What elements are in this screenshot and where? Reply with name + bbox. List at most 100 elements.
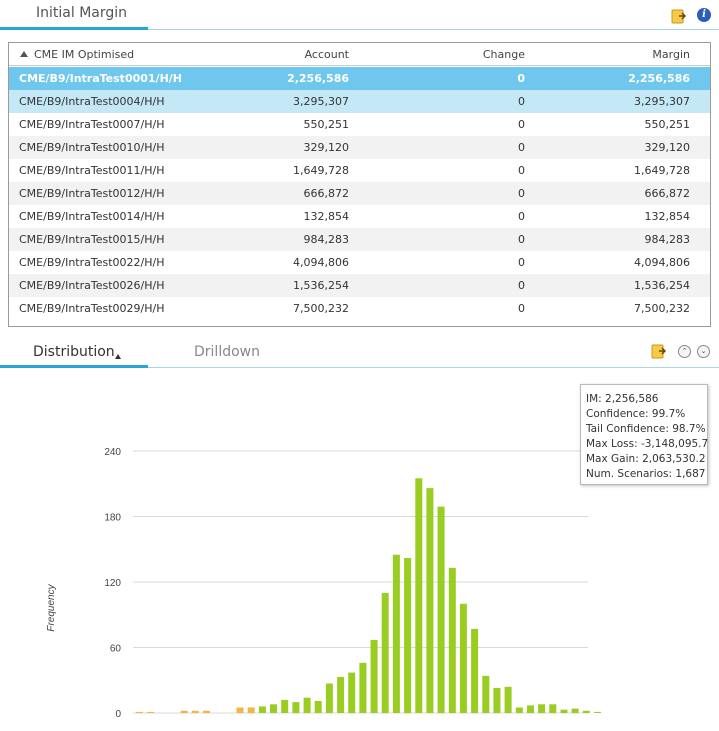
table-row[interactable]: CME/B9/IntraTest0012/H/H 666,872 0 666,8… xyxy=(9,182,710,205)
histogram-bar[interactable] xyxy=(471,628,479,713)
histogram-bar[interactable] xyxy=(348,672,356,713)
cell-margin: 4,094,806 xyxy=(634,256,690,269)
grid-header: CME IM Optimised Account Change Margin xyxy=(9,43,710,66)
distribution-chart: 0 60 120 180 240 Frequency xyxy=(46,447,601,720)
histogram-bar[interactable] xyxy=(549,704,557,713)
tab-initial-margin[interactable]: Initial Margin xyxy=(0,0,148,30)
cell-change: 0 xyxy=(517,72,525,85)
table-row[interactable]: CME/B9/IntraTest0026/H/H 1,536,254 0 1,5… xyxy=(9,274,710,297)
histogram-bar[interactable] xyxy=(203,710,210,713)
tooltip-num-scenarios: Num. Scenarios: 1,687 xyxy=(586,468,706,480)
histogram-bar[interactable] xyxy=(191,710,199,713)
cell-account: 984,283 xyxy=(303,233,350,246)
histogram-bar[interactable] xyxy=(404,558,412,713)
histogram-bar[interactable] xyxy=(281,699,289,713)
tooltip-im: IM: 2,256,586 xyxy=(586,393,659,405)
histogram-bar[interactable] xyxy=(381,592,389,713)
table-row[interactable]: CME/B9/IntraTest0010/H/H 329,120 0 329,1… xyxy=(9,136,710,159)
tab-drilldown-label: Drilldown xyxy=(194,344,260,360)
histogram-bar[interactable] xyxy=(236,707,244,714)
histogram-bar[interactable] xyxy=(370,639,378,713)
histogram-bar[interactable] xyxy=(180,710,188,713)
cell-account: 1,536,254 xyxy=(293,279,349,292)
histogram-bar[interactable] xyxy=(426,488,434,713)
cell-margin: 550,251 xyxy=(644,118,691,131)
cell-account: 4,094,806 xyxy=(293,256,349,269)
table-row[interactable]: CME/B9/IntraTest0029/H/H 7,500,232 0 7,5… xyxy=(9,297,710,320)
cell-account: 132,854 xyxy=(303,210,350,223)
collapse-all-icon[interactable]: ⌃ xyxy=(678,345,691,358)
expand-all-icon[interactable]: ⌄ xyxy=(697,345,710,358)
table-row[interactable]: CME/B9/IntraTest0014/H/H 132,854 0 132,8… xyxy=(9,205,710,228)
histogram-bar[interactable] xyxy=(459,603,467,713)
histogram-bar[interactable] xyxy=(515,707,523,714)
sort-ascending-icon[interactable] xyxy=(20,51,28,57)
table-row[interactable]: CME/B9/IntraTest0004/H/H 3,295,307 0 3,2… xyxy=(9,90,710,113)
cell-name: CME/B9/IntraTest0029/H/H xyxy=(19,302,165,315)
cell-change: 0 xyxy=(518,164,525,177)
histogram-bar[interactable] xyxy=(448,567,456,713)
info-icon[interactable]: i xyxy=(697,8,711,22)
histogram-bar[interactable] xyxy=(493,687,501,713)
column-header-margin[interactable]: Margin xyxy=(652,48,690,61)
cell-name: CME/B9/IntraTest0011/H/H xyxy=(19,164,165,177)
histogram-bar[interactable] xyxy=(437,506,445,713)
histogram-bar[interactable] xyxy=(314,701,322,713)
y-tick-label: 240 xyxy=(104,447,121,458)
table-row[interactable]: CME/B9/IntraTest0015/H/H 984,283 0 984,2… xyxy=(9,228,710,251)
histogram-bar[interactable] xyxy=(415,478,423,713)
panel-header: Initial Margin xyxy=(0,0,719,30)
histogram-bar[interactable] xyxy=(582,710,590,713)
cell-change: 0 xyxy=(518,187,525,200)
histogram-bar[interactable] xyxy=(560,709,568,713)
cell-name: CME/B9/IntraTest0012/H/H xyxy=(19,187,165,200)
tab-distribution[interactable]: Distribution xyxy=(0,338,148,368)
histogram-bar[interactable] xyxy=(147,711,155,713)
cell-account: 1,649,728 xyxy=(293,164,349,177)
cell-change: 0 xyxy=(518,233,525,246)
cell-change: 0 xyxy=(518,95,525,108)
column-header-change[interactable]: Change xyxy=(482,48,525,61)
cell-change: 0 xyxy=(518,302,525,315)
y-axis-ticks: 0 60 120 180 240 xyxy=(104,447,121,720)
table-row[interactable]: CME/B9/IntraTest0007/H/H 550,251 0 550,2… xyxy=(9,113,710,136)
histogram-bar[interactable] xyxy=(258,706,266,713)
histogram-bar[interactable] xyxy=(571,708,579,713)
histogram-bar[interactable] xyxy=(247,707,255,714)
cell-change: 0 xyxy=(518,256,525,269)
histogram-bar[interactable] xyxy=(359,662,367,713)
histogram-bar[interactable] xyxy=(136,711,143,713)
histogram-bar[interactable] xyxy=(538,704,546,713)
y-axis-label: Frequency xyxy=(46,583,57,631)
cell-name: CME/B9/IntraTest0015/H/H xyxy=(19,233,165,246)
export-icon[interactable] xyxy=(671,8,687,24)
histogram-bar[interactable] xyxy=(594,711,601,713)
cell-name: CME/B9/IntraTest0010/H/H xyxy=(19,141,165,154)
table-row[interactable]: CME/B9/IntraTest0022/H/H 4,094,806 0 4,0… xyxy=(9,251,710,274)
cell-account: 7,500,232 xyxy=(293,302,349,315)
panel-title: Initial Margin xyxy=(36,5,128,21)
cell-name: CME/B9/IntraTest0014/H/H xyxy=(19,210,165,223)
histogram-bar[interactable] xyxy=(337,677,345,713)
histogram-bar[interactable] xyxy=(504,686,512,713)
histogram-bar[interactable] xyxy=(292,702,300,713)
histogram-bar[interactable] xyxy=(392,554,400,713)
histogram-bar[interactable] xyxy=(325,683,333,714)
table-row[interactable]: CME/B9/IntraTest0001/H/H 2,256,586 0 2,2… xyxy=(9,67,710,90)
tooltip-max-gain: Max Gain: 2,063,530.2 xyxy=(586,453,706,465)
histogram-bar[interactable] xyxy=(270,704,277,713)
cell-margin: 1,649,728 xyxy=(634,164,690,177)
column-header-name[interactable]: CME IM Optimised xyxy=(34,48,135,61)
histogram-bar[interactable] xyxy=(482,675,490,713)
cell-account: 2,256,586 xyxy=(287,72,349,85)
histogram-bar[interactable] xyxy=(527,705,534,713)
tooltip-tail-confidence: Tail Confidence: 98.7% xyxy=(586,423,706,435)
cell-account: 666,872 xyxy=(303,187,350,200)
cell-margin: 7,500,232 xyxy=(634,302,690,315)
column-header-account[interactable]: Account xyxy=(304,48,349,61)
export-icon[interactable] xyxy=(651,343,667,359)
cell-margin: 329,120 xyxy=(644,141,691,154)
histogram-bar[interactable] xyxy=(303,697,311,713)
table-row[interactable]: CME/B9/IntraTest0011/H/H 1,649,728 0 1,6… xyxy=(9,159,710,182)
chart-tooltip: IM: 2,256,586 Confidence: 99.7% Tail Con… xyxy=(580,384,708,485)
